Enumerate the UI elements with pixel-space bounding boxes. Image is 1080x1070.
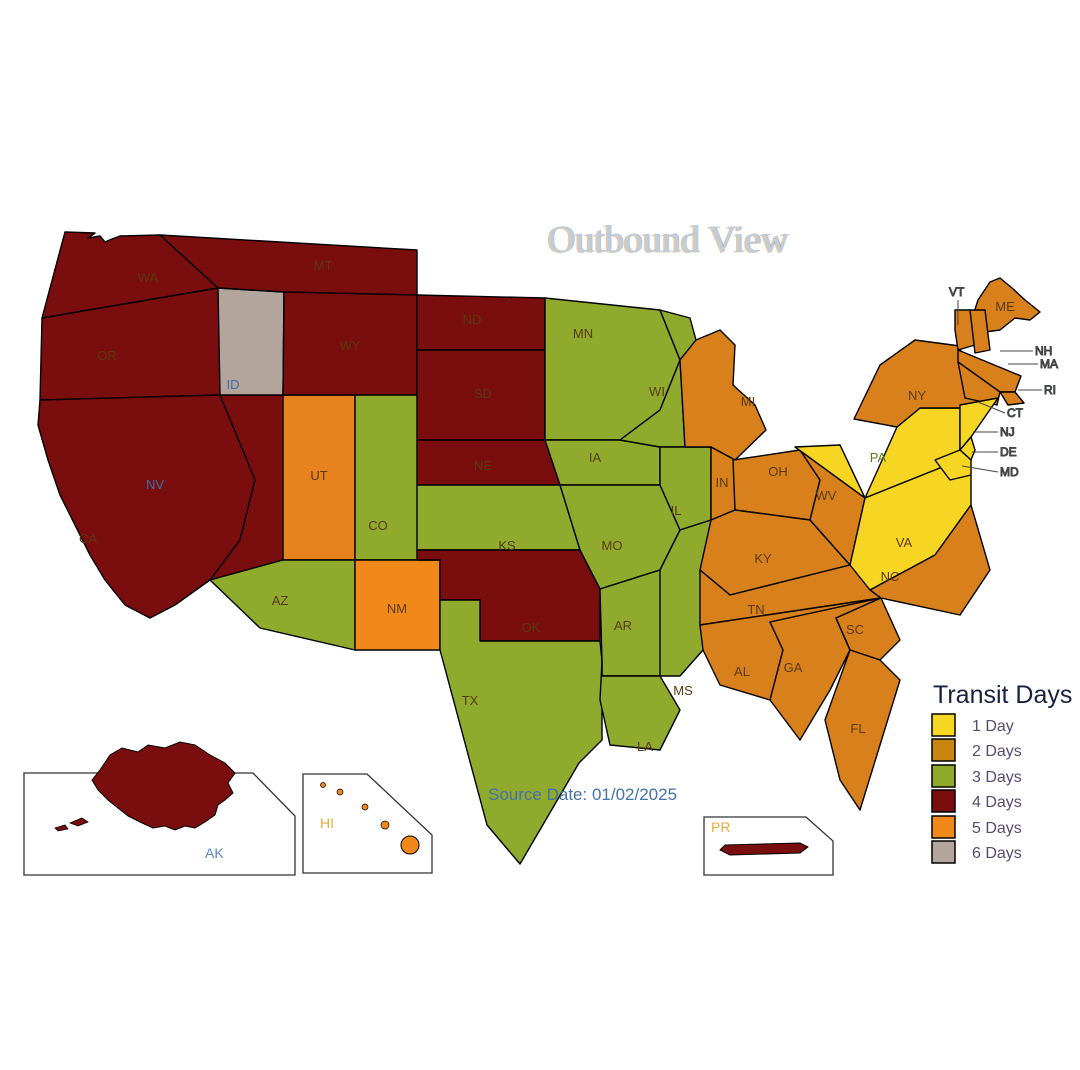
svg-text:CA: CA: [79, 531, 97, 546]
svg-text:ND: ND: [463, 312, 482, 327]
svg-text:NC: NC: [881, 569, 900, 584]
svg-text:MN: MN: [573, 326, 593, 341]
svg-text:HI: HI: [320, 815, 334, 831]
svg-text:CT: CT: [1007, 406, 1024, 420]
svg-text:NV: NV: [146, 477, 164, 492]
svg-text:Outbound View: Outbound View: [548, 219, 789, 261]
svg-text:AK: AK: [205, 845, 224, 861]
svg-text:LA: LA: [637, 739, 653, 754]
svg-text:WV: WV: [816, 488, 837, 503]
svg-text:1 Day: 1 Day: [972, 718, 1014, 735]
svg-text:WA: WA: [138, 270, 159, 285]
svg-text:IN: IN: [716, 475, 729, 490]
svg-text:RI: RI: [1044, 383, 1056, 397]
svg-text:4 Days: 4 Days: [972, 794, 1022, 811]
svg-text:CO: CO: [368, 518, 388, 533]
svg-text:NE: NE: [474, 458, 492, 473]
svg-text:NH: NH: [1035, 344, 1052, 358]
svg-text:MO: MO: [602, 538, 623, 553]
svg-text:OK: OK: [522, 620, 541, 635]
svg-text:MS: MS: [673, 683, 693, 698]
svg-text:NJ: NJ: [1000, 425, 1015, 439]
svg-text:Source Date: 01/02/2025: Source Date: 01/02/2025: [488, 785, 677, 804]
svg-text:TX: TX: [462, 693, 479, 708]
svg-text:6 Days: 6 Days: [972, 845, 1022, 862]
svg-text:MD: MD: [1000, 465, 1019, 479]
svg-text:WY: WY: [340, 338, 361, 353]
svg-text:OH: OH: [768, 464, 788, 479]
svg-text:MA: MA: [1040, 357, 1058, 371]
svg-text:AZ: AZ: [272, 593, 289, 608]
svg-text:AR: AR: [614, 618, 632, 633]
svg-text:DE: DE: [1000, 445, 1017, 459]
svg-text:KS: KS: [498, 538, 516, 553]
svg-text:WI: WI: [649, 384, 665, 399]
svg-text:AL: AL: [734, 664, 750, 679]
svg-text:NM: NM: [387, 601, 407, 616]
svg-text:MI: MI: [741, 394, 755, 409]
svg-text:UT: UT: [310, 468, 327, 483]
svg-text:SD: SD: [474, 386, 492, 401]
svg-text:GA: GA: [784, 660, 803, 675]
svg-text:2 Days: 2 Days: [972, 743, 1022, 760]
svg-text:FL: FL: [850, 721, 865, 736]
svg-text:IA: IA: [589, 450, 602, 465]
svg-text:MT: MT: [314, 258, 333, 273]
svg-text:KY: KY: [754, 551, 772, 566]
svg-text:OR: OR: [97, 348, 117, 363]
svg-text:PA: PA: [870, 450, 887, 465]
svg-text:ME: ME: [995, 299, 1015, 314]
svg-text:SC: SC: [846, 622, 864, 637]
svg-text:Transit Days: Transit Days: [933, 681, 1072, 709]
svg-text:ID: ID: [227, 377, 240, 392]
svg-text:NY: NY: [908, 388, 926, 403]
svg-text:3 Days: 3 Days: [972, 769, 1022, 786]
svg-text:VA: VA: [896, 535, 913, 550]
svg-text:VT: VT: [949, 285, 965, 299]
svg-text:TN: TN: [747, 602, 764, 617]
svg-text:5 Days: 5 Days: [972, 820, 1022, 837]
svg-text:PR: PR: [711, 819, 730, 835]
svg-text:IL: IL: [671, 503, 682, 518]
